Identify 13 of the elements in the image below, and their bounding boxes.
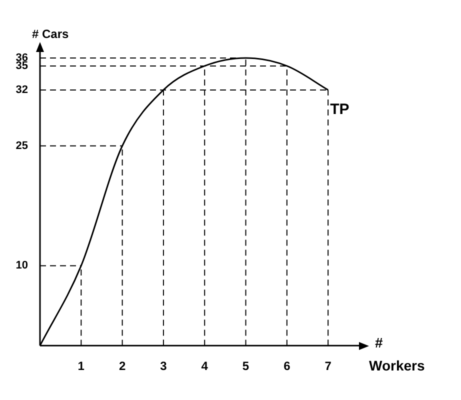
x-axis-title: # Workers: [369, 334, 425, 374]
y-tick-label: 25: [16, 140, 28, 152]
x-tick-label: 4: [201, 359, 208, 374]
x-tick-label: 2: [118, 359, 126, 374]
x-tick-label: 3: [160, 359, 168, 374]
x-tick-label: 6: [284, 359, 291, 374]
y-tick-label: 10: [16, 260, 28, 272]
x-tick-label: 1: [78, 359, 85, 374]
series-label: TP: [330, 100, 350, 118]
y-tick-label: 32: [16, 84, 28, 96]
y-axis-title: # Cars: [32, 27, 70, 41]
x-tick-label: 5: [242, 359, 250, 374]
x-tick-label: 7: [324, 359, 332, 374]
